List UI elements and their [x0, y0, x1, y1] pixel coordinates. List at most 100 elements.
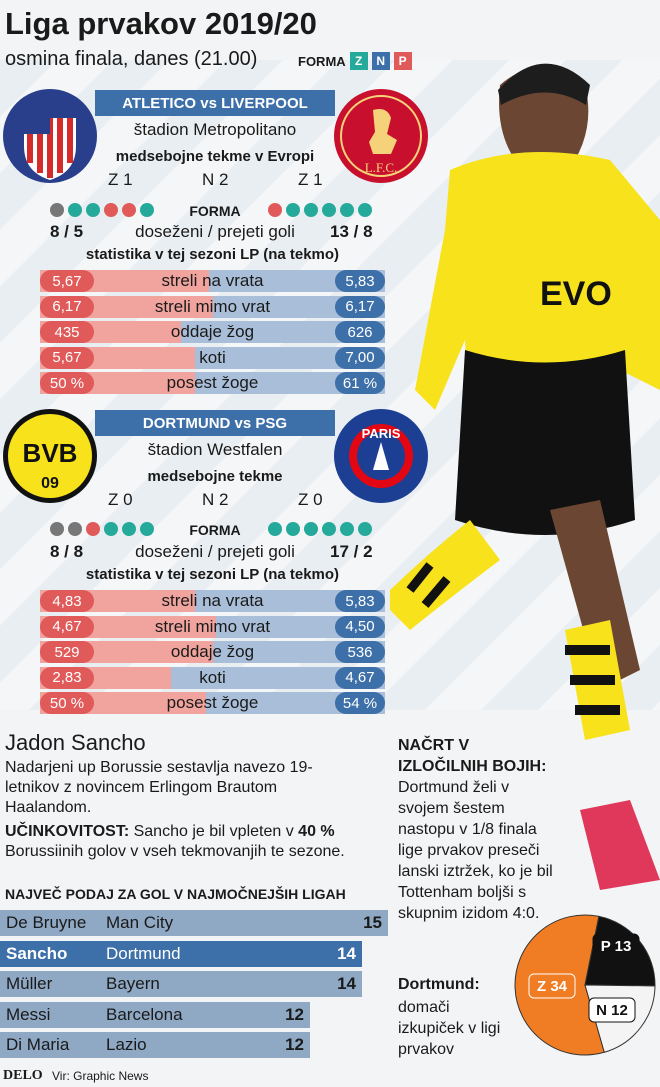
plan-label: NAČRT V IZLOČILNIH BOJIH: — [398, 737, 547, 775]
match1-h2h-left: Z 1 — [108, 170, 133, 189]
pie-label: N 12 — [596, 1002, 628, 1019]
stat-right-value: 54 % — [335, 692, 385, 714]
form-dot — [68, 522, 82, 536]
stat-label: oddaje žog — [170, 642, 255, 661]
match2-goals-label: doseženi / prejeti goli — [135, 542, 295, 561]
pie-label: Z 34 — [537, 978, 568, 995]
match1-header: ATLETICO vs LIVERPOOL — [95, 90, 335, 116]
stat-right-value: 536 — [335, 641, 385, 663]
form-dot — [104, 203, 118, 217]
psg-crest-icon: PARIS — [334, 409, 428, 503]
player-efficiency: UČINKOVITOST: Sancho je bil vpleten v 40… — [5, 822, 370, 862]
footer-brand: DELO — [3, 1068, 43, 1083]
stat-row: 435 626 oddaje žog — [40, 321, 385, 343]
form-dot — [304, 203, 318, 217]
form-dot — [286, 522, 300, 536]
player-intro: Nadarjeni up Borussie sestavlja navezo 1… — [5, 759, 313, 816]
ranking-club: Barcelona — [106, 1004, 183, 1024]
forma-key-win: Z — [349, 52, 368, 70]
ranking-value: 12 — [285, 1004, 304, 1024]
form-dot — [50, 522, 64, 536]
form-dot — [86, 522, 100, 536]
forma-legend: FORMA Z N P — [298, 52, 412, 70]
ranking-value: 14 — [337, 943, 356, 963]
form-dot — [104, 522, 118, 536]
form-dot — [86, 203, 100, 217]
page-title: Liga prvakov 2019/20 — [5, 6, 317, 41]
dortmund-crest-icon: BVB 09 — [3, 409, 97, 503]
stat-left-value: 4,83 — [40, 590, 94, 612]
ranking-row: Messi Barcelona 12 — [0, 1001, 310, 1028]
ranking-club: Dortmund — [106, 943, 181, 963]
form-dot — [358, 203, 372, 217]
stat-right-value: 5,83 — [335, 270, 385, 292]
form-dot — [358, 522, 372, 536]
svg-text:L.F.C.: L.F.C. — [365, 160, 398, 175]
form-dot — [140, 522, 154, 536]
stat-row: 50 % 54 % posest žoge — [40, 692, 385, 714]
stat-right-bar — [171, 666, 385, 689]
stat-left-value: 5,67 — [40, 346, 94, 369]
stat-label: posest žoge — [166, 693, 259, 712]
match1-h2h-draw: N 2 — [202, 170, 229, 189]
match2-h2h-draw: N 2 — [202, 490, 229, 509]
efficiency-label: UČINKOVITOST: — [5, 823, 130, 840]
stat-row: 5,67 7,00 koti — [40, 346, 385, 369]
pie-label-box — [528, 973, 576, 999]
stat-left-value: 529 — [40, 641, 94, 663]
ranking-club: Man City — [106, 913, 174, 932]
match1-forma-label: FORMA — [189, 203, 241, 219]
ranking-name: Di Maria — [6, 1035, 70, 1054]
page-subtitle: osmina finala, danes (21.00) — [5, 48, 258, 70]
match2-header: DORTMUND vs PSG — [95, 410, 335, 436]
ranking-club: Lazio — [106, 1035, 147, 1054]
stat-label: oddaje žog — [170, 322, 255, 341]
footer-source: Vir: Graphic News — [52, 1069, 149, 1083]
ranking-row: Müller Bayern 14 — [0, 971, 362, 997]
stat-label: streli na vrata — [161, 271, 264, 290]
stat-right-bar — [181, 321, 385, 343]
form-dot — [322, 522, 336, 536]
player-name: Jadon Sancho — [5, 730, 146, 755]
stat-right-value: 4,50 — [335, 615, 385, 638]
stat-left-value: 50 % — [40, 372, 94, 394]
form-dot — [286, 203, 300, 217]
ranking-row: Di Maria Lazio 12 — [0, 1032, 310, 1058]
ranking-value: 14 — [337, 974, 356, 993]
svg-text:BVB: BVB — [23, 438, 78, 468]
stat-left-value: 5,67 — [40, 270, 94, 292]
footer: DELO Vir: Graphic News — [0, 1065, 660, 1087]
match1-goals-left: 8 / 5 — [50, 222, 84, 241]
match1-goals-label: doseženi / prejeti goli — [135, 222, 295, 241]
match2-goals-right: 17 / 2 — [330, 542, 373, 561]
ranking-club: Bayern — [106, 974, 160, 993]
form-dot — [268, 203, 282, 217]
stat-label: streli mimo vrat — [154, 616, 271, 636]
efficiency-text-b: Borussiinih golov v vseh tekmovanjih te … — [5, 843, 345, 860]
stat-left-value: 2,83 — [40, 666, 94, 689]
pie-label-box — [588, 997, 636, 1023]
match2-forma-label: FORMA — [189, 522, 241, 538]
record-text: domači izkupiček v ligi prvakov — [398, 999, 501, 1058]
stat-left-value: 435 — [40, 321, 94, 343]
pie-label: P 13 — [601, 938, 632, 955]
record-pie-chart: Z 34 P 13 N 12 — [514, 914, 656, 1056]
form-dot — [68, 203, 82, 217]
match2-h2h-right: Z 0 — [298, 490, 323, 509]
efficiency-pct: 40 % — [298, 823, 335, 840]
plan-text: Dortmund želi v svojem šestem nastopu v … — [398, 779, 553, 922]
stat-right-value: 4,67 — [335, 666, 385, 689]
stat-row: 4,83 5,83 streli na vrata — [40, 590, 385, 612]
ranking-row: Sancho Dortmund 14 — [0, 940, 362, 967]
match1-goals-right: 13 / 8 — [330, 222, 373, 241]
svg-text:PARIS: PARIS — [362, 426, 401, 441]
forma-key-loss: P — [393, 52, 412, 70]
player-illustration: EVO — [390, 63, 660, 890]
stat-row: 2,83 4,67 koti — [40, 666, 385, 689]
stat-right-value: 626 — [335, 321, 385, 343]
stat-left-value: 6,17 — [40, 295, 94, 318]
match1-h2h-label: medsebojne tekme v Evropi — [115, 148, 315, 165]
form-dot — [50, 203, 64, 217]
form-dot — [122, 203, 136, 217]
